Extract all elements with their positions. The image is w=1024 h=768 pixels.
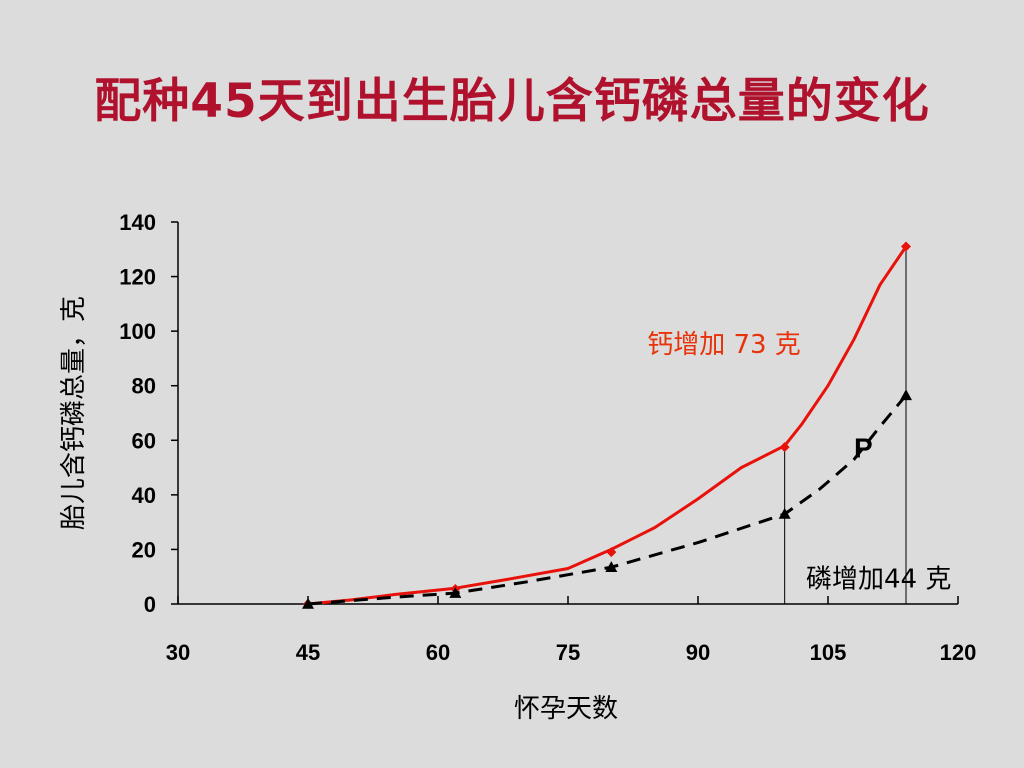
y-tick-label: 120: [119, 265, 156, 290]
calcium-line: [307, 245, 908, 606]
phosphorus-point: [778, 507, 791, 519]
chart-guides: [784, 246, 907, 604]
phosphorus-point: [302, 598, 314, 609]
chart-axes: 0 20 40 60 80 100 120 140 30 45 60 75 90 105 120: [119, 210, 976, 665]
x-axis-label: 怀孕天数: [514, 694, 618, 724]
x-tick-label: 105: [810, 640, 847, 665]
calcium-point: [779, 442, 790, 453]
chart-series: [302, 241, 912, 609]
phosphorus-point: [605, 561, 618, 572]
x-tick-label: 30: [166, 640, 190, 665]
phosphorus-line: [307, 394, 908, 606]
y-tick-label: 0: [144, 592, 156, 617]
y-tick-label: 40: [132, 483, 156, 508]
y-axis-label: 胎儿含钙磷总量，克: [59, 296, 89, 530]
calcium-point: [901, 241, 911, 252]
page-title: 配种45天到出生胎儿含钙磷总量的变化: [94, 74, 930, 129]
x-tick-label: 120: [940, 640, 977, 665]
x-tick-label: 75: [556, 640, 580, 665]
y-tick-label: 20: [132, 537, 156, 562]
calcium-point: [606, 547, 617, 558]
phosphorus-point: [449, 587, 462, 598]
y-tick-label: 60: [132, 428, 156, 453]
calcium-increase-label: 钙增加 73 克: [647, 330, 801, 360]
phosphorus-point: [900, 389, 912, 401]
x-tick-label: 90: [686, 640, 710, 665]
point-label-p: P: [854, 433, 873, 464]
x-tick-label: 45: [296, 640, 320, 665]
y-tick-label: 100: [119, 319, 156, 344]
x-tick-label: 60: [426, 640, 450, 665]
y-tick-label: 80: [132, 374, 156, 399]
y-tick-label: 140: [119, 210, 156, 235]
phosphorus-increase-label: 磷增加44 克: [806, 565, 951, 595]
